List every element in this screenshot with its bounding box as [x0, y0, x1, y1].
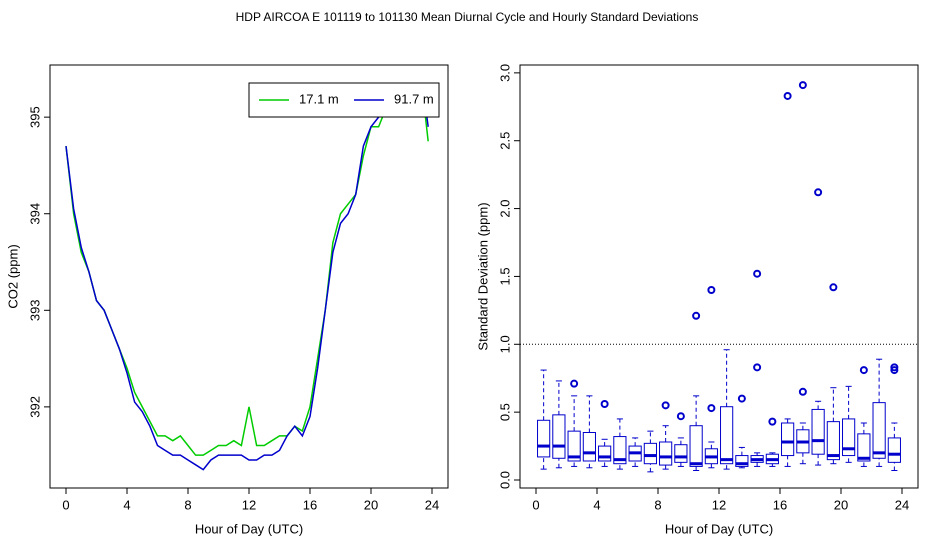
y-tick-label: 394 [27, 203, 42, 225]
x-tick-label: 8 [654, 497, 661, 512]
x-tick-label: 12 [712, 497, 726, 512]
box [552, 414, 566, 459]
x-axis-label: Hour of Day (UTC) [665, 521, 773, 536]
box [811, 408, 825, 455]
legend-label: 17.1 m [299, 91, 339, 106]
y-tick-label: 395 [27, 106, 42, 128]
outlier [783, 91, 792, 100]
outlier [768, 417, 777, 426]
y-tick-label: 1.5 [497, 267, 512, 285]
y-tick-label: 392 [27, 396, 42, 418]
x-tick-label: 16 [773, 497, 787, 512]
outlier [692, 311, 701, 320]
plot-frame [519, 64, 919, 489]
outlier [753, 269, 762, 278]
legend: 17.1 m 91.7 m [248, 82, 440, 118]
outlier [661, 401, 670, 410]
outlier [798, 387, 807, 396]
series-line [65, 87, 429, 471]
box [674, 444, 688, 463]
x-tick-label: 0 [532, 497, 539, 512]
box [643, 442, 657, 465]
x-tick-label: 20 [834, 497, 848, 512]
outlier [798, 81, 807, 90]
outlier [707, 286, 716, 295]
x-tick-label: 4 [593, 497, 600, 512]
box [598, 445, 612, 462]
box [842, 418, 856, 457]
y-axis-label: CO2 (ppm) [5, 244, 20, 308]
outlier [829, 283, 838, 292]
outlier [890, 366, 899, 375]
y-tick-label: 3.0 [497, 64, 512, 82]
x-tick-label: 4 [123, 497, 130, 512]
box [872, 402, 886, 459]
y-tick-label: 2.0 [497, 200, 512, 218]
box [887, 437, 901, 463]
series-line [65, 96, 429, 456]
outlier [859, 366, 868, 375]
box [735, 455, 749, 467]
box [537, 419, 551, 458]
outlier [753, 363, 762, 372]
outlier [676, 412, 685, 421]
box [826, 421, 840, 461]
x-tick-label: 12 [242, 497, 256, 512]
box [582, 431, 596, 462]
plot-frame [49, 64, 449, 489]
panel: 0 4 8 12 16 20 24 0.0 0.5 1.0 1.5 2.0 2.5 3.0 Hour of … [475, 64, 919, 536]
y-tick-label: 1.0 [497, 335, 512, 353]
box [857, 433, 871, 462]
x-tick-label: 0 [62, 497, 69, 512]
panel: 0 4 8 12 16 20 24 392 393 394 395 Hour of Day (UTC)… [5, 64, 449, 536]
y-axis-label: Standard Deviation (ppm) [475, 202, 490, 350]
outlier [737, 394, 746, 403]
box [567, 430, 581, 462]
box [720, 406, 734, 465]
y-tick-label: 0.0 [497, 471, 512, 489]
y-tick-label: 0.5 [497, 403, 512, 421]
x-tick-label: 8 [184, 497, 191, 512]
box [659, 441, 673, 466]
box [781, 422, 795, 457]
outlier [600, 399, 609, 408]
legend-label: 91.7 m [394, 91, 434, 106]
figure-title: HDP AIRCOA E 101119 to 101130 Mean Diurn… [236, 10, 699, 24]
x-tick-label: 24 [425, 497, 439, 512]
outlier [707, 404, 716, 413]
y-tick-label: 393 [27, 299, 42, 321]
y-tick-label: 2.5 [497, 132, 512, 150]
x-tick-label: 16 [303, 497, 317, 512]
outlier [570, 379, 579, 388]
outlier [814, 188, 823, 197]
box [689, 425, 703, 467]
x-tick-label: 24 [895, 497, 909, 512]
x-axis-label: Hour of Day (UTC) [195, 521, 303, 536]
outlier [890, 363, 899, 372]
box [613, 436, 627, 465]
x-tick-label: 20 [364, 497, 378, 512]
